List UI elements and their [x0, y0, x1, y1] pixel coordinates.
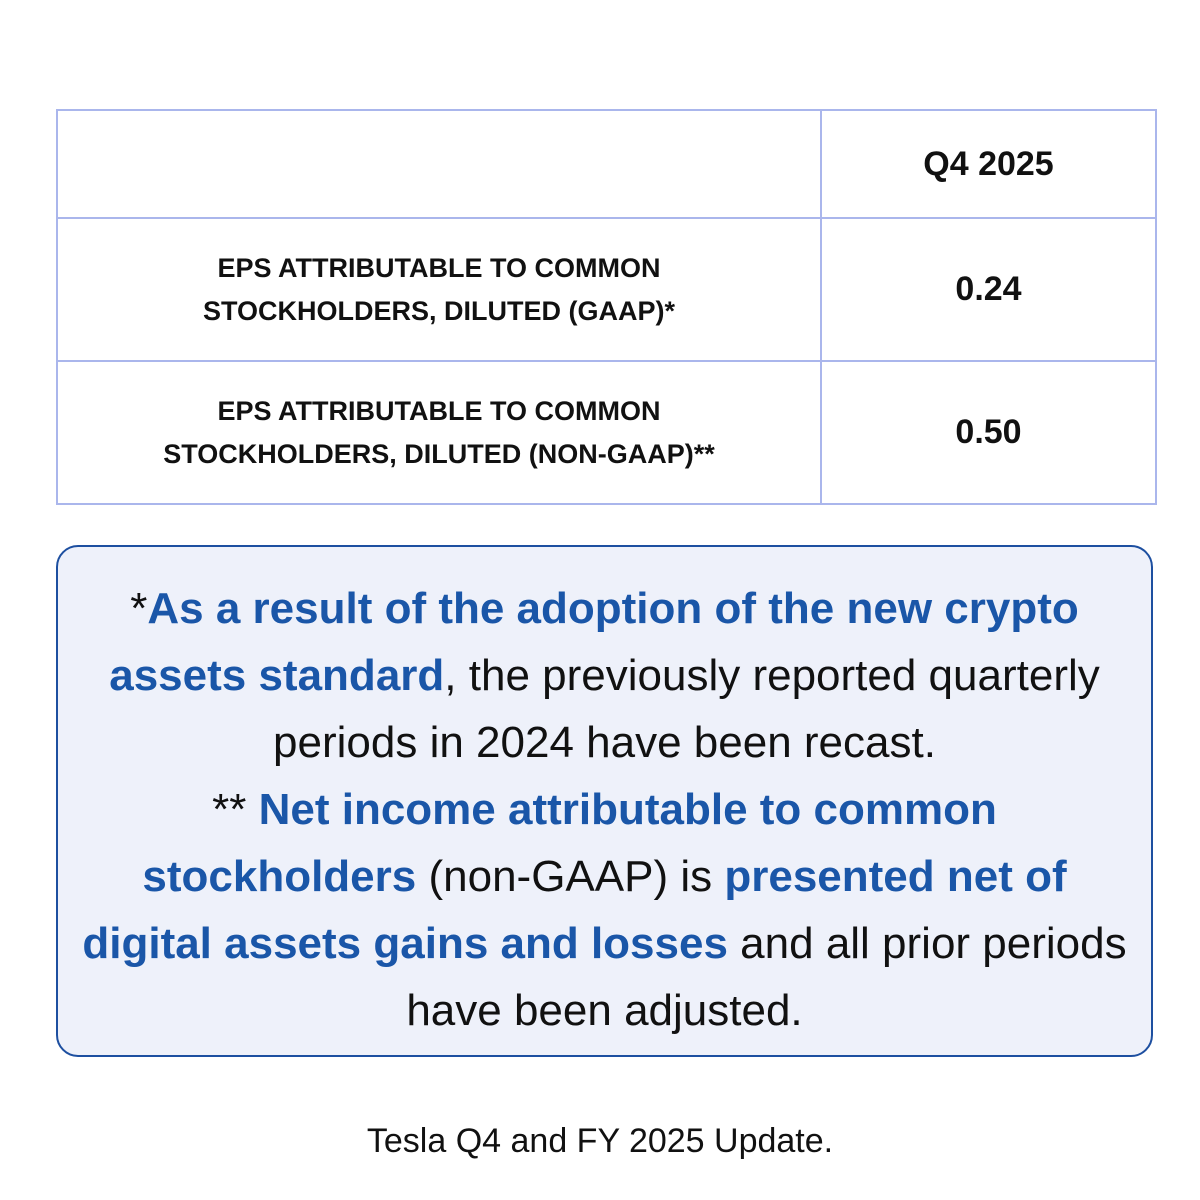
- label-cell: EPS ATTRIBUTABLE TO COMMON STOCKHOLDERS,…: [56, 217, 822, 362]
- label-cell: EPS ATTRIBUTABLE TO COMMON STOCKHOLDERS,…: [56, 360, 822, 505]
- value-cell: 0.50: [820, 360, 1157, 505]
- header-row: Q4 2025: [56, 109, 1157, 219]
- table-row: EPS ATTRIBUTABLE TO COMMON STOCKHOLDERS,…: [56, 360, 1157, 505]
- row-value: 0.50: [955, 413, 1022, 451]
- note-text: and all prior periods have been adjusted…: [406, 919, 1127, 1035]
- column-header: Q4 2025: [820, 109, 1157, 219]
- footnote: ** Net income attributable to common sto…: [78, 776, 1131, 1044]
- table-row: EPS ATTRIBUTABLE TO COMMON STOCKHOLDERS,…: [56, 217, 1157, 362]
- value-cell: 0.24: [820, 217, 1157, 362]
- note-text: (non-GAAP) is: [416, 852, 725, 901]
- row-label: EPS ATTRIBUTABLE TO COMMON STOCKHOLDERS,…: [202, 252, 675, 326]
- footnote: *As a result of the adoption of the new …: [78, 575, 1131, 776]
- note-text: *: [130, 584, 148, 633]
- eps-table: Q4 2025 EPS ATTRIBUTABLE TO COMMON STOCK…: [56, 109, 1157, 505]
- empty-header-cell: [56, 109, 822, 219]
- row-label: EPS ATTRIBUTABLE TO COMMON STOCKHOLDERS,…: [163, 395, 715, 469]
- notes-box: *As a result of the adoption of the new …: [56, 545, 1153, 1057]
- note-text: **: [212, 785, 259, 834]
- source: Tesla Q4 and FY 2025 Update.: [366, 1122, 834, 1160]
- row-value: 0.24: [955, 270, 1022, 308]
- note-text: , the previously reported quarterly peri…: [273, 651, 1100, 767]
- emphasis-text: As a result of the adoption of the new c…: [109, 584, 1079, 700]
- emphasis-text: Net income attributable to common stockh…: [142, 785, 997, 901]
- emphasis-text: presented net of digital assets gains an…: [82, 852, 1067, 968]
